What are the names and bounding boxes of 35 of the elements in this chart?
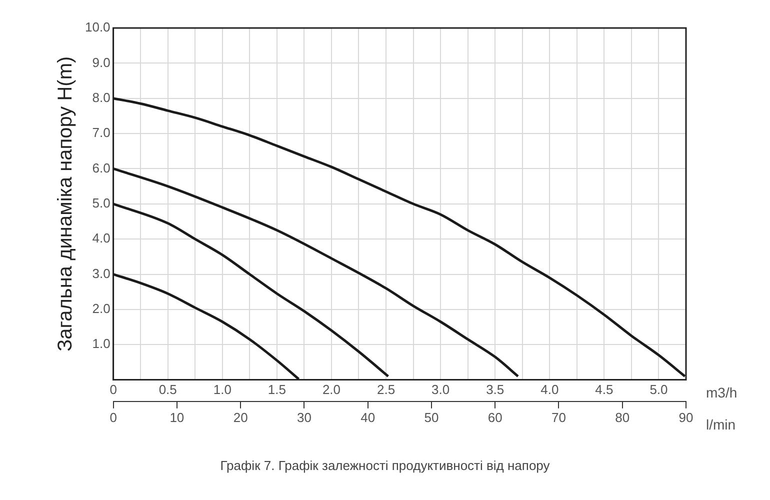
text: Графік 7. Графік залежності продуктивності від напору: [219, 458, 551, 473]
x2-tick-label: 90: [678, 410, 694, 425]
x-tick-label: 4.5: [595, 382, 614, 398]
x2-tick-label: 50: [424, 410, 439, 425]
x2-tick-label: 20: [233, 410, 248, 425]
x2-tick-label: 40: [360, 410, 376, 425]
x2-axis-title: l/min: [706, 416, 736, 432]
y-tick-label: 8.0: [92, 90, 110, 105]
y-tick-label: 3.0: [92, 266, 110, 281]
x2-tick-label: 80: [615, 410, 630, 425]
x2-tick-label: 30: [296, 410, 312, 425]
x2-tick-label: 60: [488, 410, 502, 425]
x2-tick-label: 10: [170, 410, 184, 425]
y-axis-title: Загальна динаміка напору H(m): [54, 56, 77, 352]
y-tick-label: 1.0: [92, 336, 110, 352]
y-tick-label: 2.0: [92, 301, 110, 316]
x-tick-label: 0.5: [158, 382, 177, 398]
x-tick-label: 2.0: [322, 382, 341, 398]
x2-tick-label: 70: [552, 410, 566, 425]
x2-tick-label: 0: [110, 410, 117, 425]
x-tick-label: 4.0: [540, 382, 559, 398]
y-tick-label: 10.0: [84, 20, 110, 35]
x-tick-label: 0: [110, 382, 117, 398]
y-tick-label: 9.0: [92, 54, 110, 70]
x-tick-label: 1.5: [268, 382, 286, 398]
x-tick-label: 3.0: [432, 382, 450, 398]
y-tick-label: 5.0: [92, 195, 110, 210]
y-tick-label: 7.0: [92, 125, 110, 140]
x-tick-label: 3.5: [486, 382, 504, 398]
x-tick-label: 1.0: [213, 382, 232, 398]
x-axis-title: m3/h: [706, 384, 738, 401]
y-tick-label: 4.0: [92, 230, 110, 246]
x-tick-label: 5.0: [650, 382, 668, 398]
y-tick-label: 6.0: [92, 160, 110, 176]
x-tick-label: 2.5: [376, 382, 396, 398]
